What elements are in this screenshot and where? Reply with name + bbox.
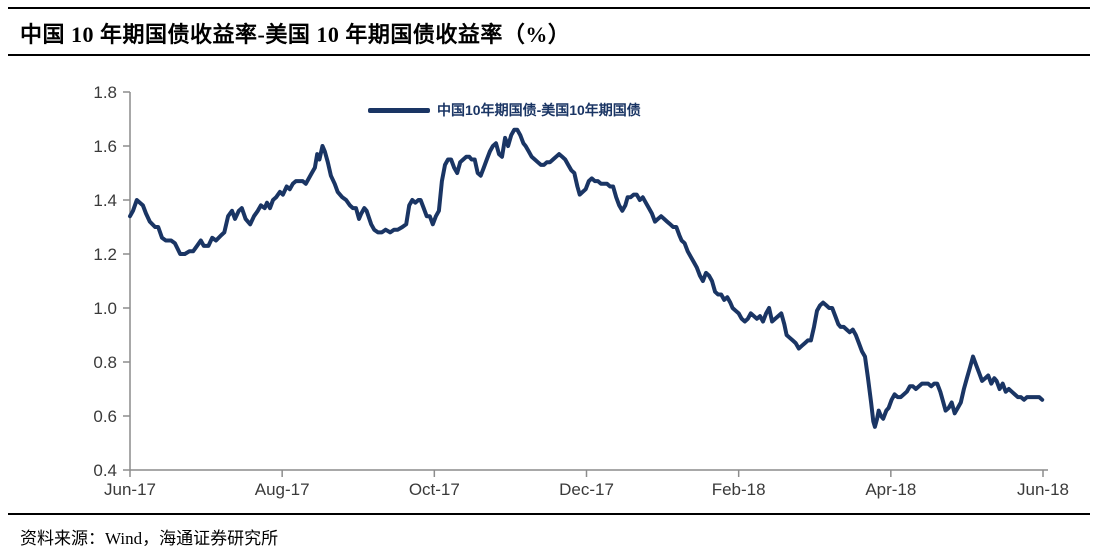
y-tick-label: 1.6 xyxy=(93,137,117,156)
y-tick-label: 0.8 xyxy=(93,353,117,372)
yield-spread-line xyxy=(128,127,1045,429)
x-tick-label: Jun-17 xyxy=(104,480,156,499)
y-tick-label: 0.6 xyxy=(93,407,117,426)
divider-title xyxy=(8,54,1090,56)
x-axis: Jun-17 Aug-17 Oct-17 Dec-17 Feb-18 Apr-18 Jun-… xyxy=(104,469,1069,499)
x-tick-label: Jun-18 xyxy=(1017,480,1069,499)
y-tick-label: 1.4 xyxy=(93,191,117,210)
y-tick-label: 0.4 xyxy=(93,461,117,480)
x-tick-label: Oct-17 xyxy=(409,480,460,499)
x-tick-label: Dec-17 xyxy=(559,480,614,499)
y-tick-label: 1.2 xyxy=(93,245,117,264)
y-tick-label: 1.8 xyxy=(93,83,117,102)
legend: 中国10年期国债-美国10年期国债 xyxy=(368,100,641,120)
source-note: 资料来源：Wind，海通证券研究所 xyxy=(20,529,279,548)
legend-line-swatch xyxy=(368,107,430,113)
series-line-group xyxy=(128,127,1045,429)
y-axis: 0.4 0.6 0.8 1.0 1.2 1.4 1.6 1.8 xyxy=(93,83,131,480)
legend-label: 中国10年期国债-美国10年期国债 xyxy=(437,102,641,118)
x-tick-label: Aug-17 xyxy=(255,480,310,499)
x-tick-label: Apr-18 xyxy=(865,480,916,499)
figure-title: 中国 10 年期国债收益率-美国 10 年期国债收益率（%） xyxy=(20,22,571,47)
x-tick-label: Feb-18 xyxy=(712,480,766,499)
divider-top xyxy=(8,7,1090,9)
divider-footer xyxy=(8,513,1090,515)
y-tick-label: 1.0 xyxy=(93,299,117,318)
